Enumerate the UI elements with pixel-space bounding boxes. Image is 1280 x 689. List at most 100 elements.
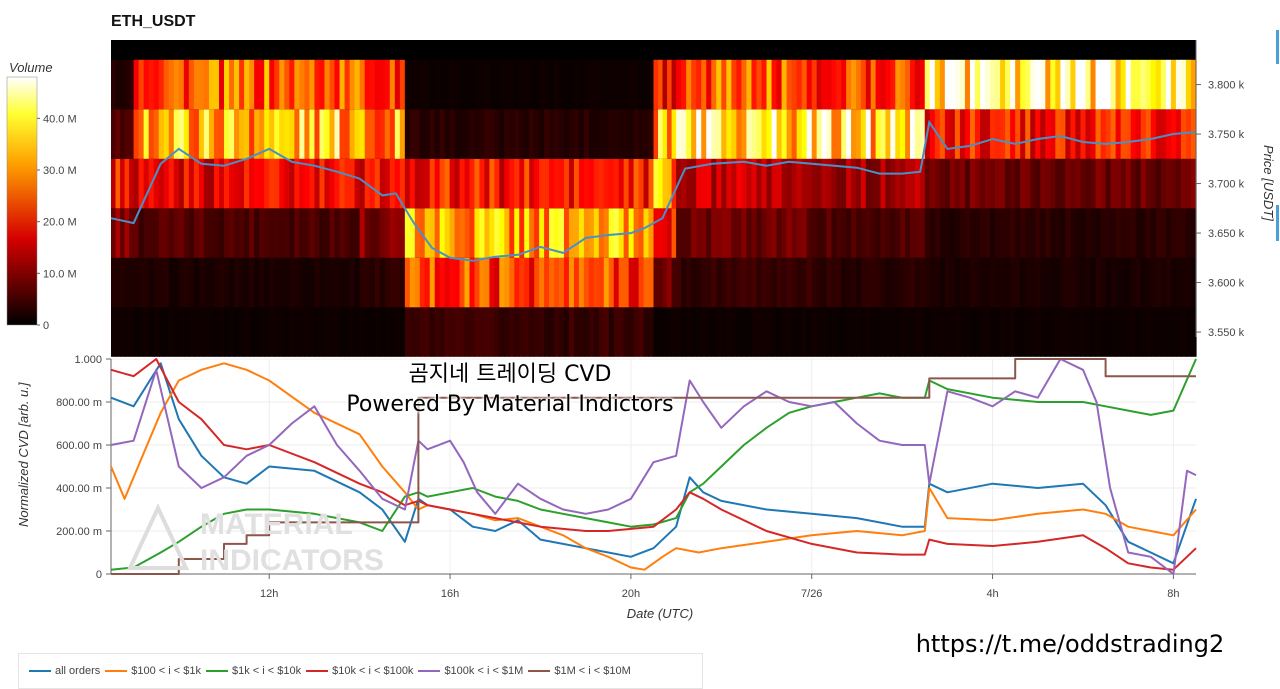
heatmap-cell xyxy=(603,208,610,258)
heatmap-cell xyxy=(1185,158,1192,209)
legend-label: $10k < i < $100k xyxy=(332,665,414,677)
heatmap-cell xyxy=(193,208,200,258)
heatmap-cell xyxy=(648,208,655,258)
heatmap-cell xyxy=(309,307,316,357)
heatmap-cell xyxy=(985,307,991,357)
heatmap-cell xyxy=(781,208,788,258)
heatmap-cell xyxy=(969,109,976,159)
heatmap-cell xyxy=(628,158,635,209)
heatmap-cell xyxy=(711,109,717,159)
heatmap-cell xyxy=(1135,257,1142,308)
heatmap-cell xyxy=(549,257,555,308)
heatmap-cell xyxy=(1190,307,1197,357)
heatmap-cell xyxy=(444,208,451,258)
cvd-series-line-1 xyxy=(110,362,1197,571)
legend-item-100-1k[interactable]: $100 < i < $1k xyxy=(105,665,201,677)
heatmap-cell xyxy=(731,257,737,308)
heatmap-cell xyxy=(658,257,664,308)
heatmap-cell xyxy=(178,109,185,159)
heatmap-cell xyxy=(821,208,828,258)
heatmap-cell xyxy=(529,257,535,308)
heatmap-cell xyxy=(178,59,185,110)
heatmap-cell xyxy=(681,208,687,258)
cvd-series-line-0 xyxy=(110,362,1197,565)
legend-item-1m-10m[interactable]: $1M < i < $10M xyxy=(528,665,631,677)
heatmap-cell xyxy=(1060,307,1066,357)
heatmap-cell xyxy=(284,257,290,308)
heatmap-cell xyxy=(219,59,225,110)
heatmap-cell xyxy=(269,59,275,110)
heatmap-cell xyxy=(761,158,768,209)
heatmap-cell xyxy=(163,307,170,357)
heatmap-cell xyxy=(1170,208,1177,258)
heatmap-cell xyxy=(239,208,245,258)
heatmap-cell xyxy=(1120,307,1127,357)
cvd-grid xyxy=(111,358,1196,575)
legend-item-all-orders[interactable]: all orders xyxy=(29,665,100,677)
heatmap-cell xyxy=(1140,109,1147,159)
heatmap-cell xyxy=(1000,257,1006,308)
heatmap-cell xyxy=(1105,109,1112,159)
heatmap-cell xyxy=(949,109,956,159)
heatmap-cell xyxy=(919,158,926,209)
heatmap-cell xyxy=(1075,109,1082,159)
heatmap-cell xyxy=(919,307,926,357)
heatmap-cell xyxy=(846,59,852,110)
telegram-url[interactable]: https://t.me/oddstrading2 xyxy=(915,630,1225,658)
heatmap-cell xyxy=(578,307,585,357)
heatmap-cell xyxy=(414,208,421,258)
heatmap-cell xyxy=(1070,158,1077,209)
legend-item-100k-1m[interactable]: $100k < i < $1M xyxy=(418,665,523,677)
heatmap-cell xyxy=(389,208,396,258)
heatmap-cell xyxy=(583,109,590,159)
heatmap-cell xyxy=(384,158,391,209)
heatmap-cell xyxy=(885,59,891,110)
heatmap-cell xyxy=(369,307,376,357)
heatmap-cell xyxy=(369,208,376,258)
colorbar-tick-label: 30.0 M xyxy=(43,165,77,177)
heatmap-cell xyxy=(499,307,505,357)
heatmap-cell xyxy=(324,59,331,110)
heatmap-cell xyxy=(667,208,673,258)
heatmap-cell xyxy=(1025,257,1031,308)
heatmap-cell xyxy=(1065,307,1072,357)
heatmap-cell xyxy=(319,59,326,110)
heatmap-cell xyxy=(954,109,961,159)
heatmap-cell xyxy=(613,158,620,209)
heatmap-cell xyxy=(974,208,981,258)
heatmap-cell xyxy=(294,307,300,357)
heatmap-cell xyxy=(980,208,986,258)
heatmap-cell xyxy=(1000,208,1006,258)
heatmap-cell xyxy=(1020,307,1026,357)
heatmap-cell xyxy=(314,109,321,159)
heatmap-cell xyxy=(964,307,971,357)
heatmap-cell xyxy=(658,208,664,258)
colorbar-tick-label: 20.0 M xyxy=(43,217,77,229)
legend-item-1k-10k[interactable]: $1k < i < $10k xyxy=(205,665,301,677)
heatmap-cell xyxy=(855,208,862,258)
heatmap-cell xyxy=(474,307,481,357)
heatmap-cell xyxy=(924,158,931,209)
heatmap-cell xyxy=(183,109,190,159)
heatmap-cell xyxy=(534,158,540,209)
heatmap-cell xyxy=(239,307,245,357)
heatmap-cell xyxy=(494,109,500,159)
heatmap-cell xyxy=(1010,59,1016,110)
heatmap-cell xyxy=(334,109,341,159)
heatmap-cell xyxy=(593,59,600,110)
heatmap-cell xyxy=(741,257,748,308)
heatmap-cell xyxy=(990,158,996,209)
heatmap-cell xyxy=(304,59,311,110)
heatmap-cell xyxy=(1050,109,1056,159)
heatmap-cell xyxy=(608,59,615,110)
heatmap-cell xyxy=(836,109,842,159)
heatmap-cell xyxy=(771,59,778,110)
cvd-y-tick-label: 0 xyxy=(96,569,102,581)
heatmap-cell xyxy=(344,158,351,209)
legend-item-10k-100k[interactable]: $10k < i < $100k xyxy=(306,665,413,677)
heatmap-cell xyxy=(434,158,441,209)
heatmap-cell xyxy=(1075,158,1082,209)
heatmap-cell xyxy=(643,208,650,258)
heatmap-cell xyxy=(985,59,991,110)
heatmap-cell xyxy=(1160,208,1167,258)
